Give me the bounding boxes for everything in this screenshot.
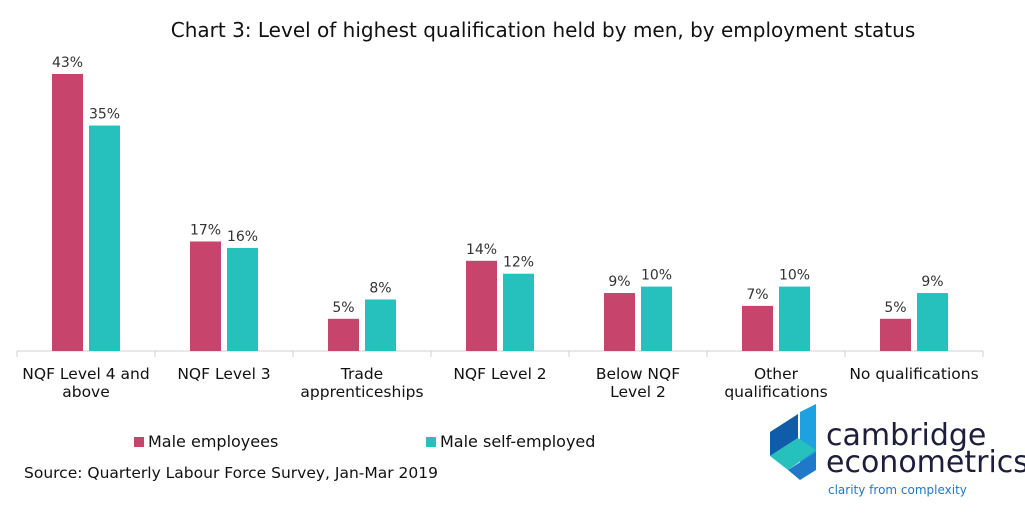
bar xyxy=(52,74,83,351)
company-logo: cambridge econometrics clarity from comp… xyxy=(770,404,1025,497)
data-label: 16% xyxy=(227,229,258,245)
category-label: above xyxy=(62,383,110,401)
bar xyxy=(466,260,497,351)
bar xyxy=(917,293,948,351)
data-label: 43% xyxy=(52,55,83,71)
legend-label: Male self-employed xyxy=(440,432,595,451)
bar xyxy=(328,318,359,351)
bar xyxy=(190,241,221,351)
category-label: apprenticeships xyxy=(300,383,423,401)
bar xyxy=(880,318,911,351)
data-label: 35% xyxy=(89,107,120,123)
data-label: 7% xyxy=(746,287,768,303)
bar xyxy=(365,299,396,351)
bar xyxy=(779,286,810,351)
logo-name-line2: econometrics xyxy=(826,445,1025,480)
bar xyxy=(227,247,258,351)
category-label: Other xyxy=(754,365,799,383)
data-label: 5% xyxy=(884,300,906,316)
data-label: 9% xyxy=(921,274,943,290)
bar xyxy=(742,305,773,351)
data-label: 9% xyxy=(608,274,630,290)
data-label: 17% xyxy=(190,222,221,238)
data-label: 14% xyxy=(466,242,497,258)
bar xyxy=(89,125,120,351)
data-label: 5% xyxy=(332,300,354,316)
logo-tagline: clarity from complexity xyxy=(828,483,967,497)
legend-swatch xyxy=(134,437,144,447)
logo-name-line1: cambridge xyxy=(826,418,986,453)
category-label: NQF Level 4 and xyxy=(22,365,149,383)
category-label: qualifications xyxy=(724,383,827,401)
data-label: 12% xyxy=(503,255,534,271)
data-label: 10% xyxy=(779,268,810,284)
category-label: Level 2 xyxy=(610,383,666,401)
source-note: Source: Quarterly Labour Force Survey, J… xyxy=(24,464,438,482)
category-label: NQF Level 2 xyxy=(453,365,546,383)
category-label: No qualifications xyxy=(849,365,978,383)
category-label: NQF Level 3 xyxy=(177,365,270,383)
data-label: 8% xyxy=(369,280,391,296)
bar xyxy=(604,293,635,351)
legend-label: Male employees xyxy=(148,432,278,451)
legend: Male employees Male self-employed xyxy=(134,432,595,451)
bar xyxy=(641,286,672,351)
category-label: Below NQF xyxy=(596,365,680,383)
legend-swatch xyxy=(426,437,436,447)
bar xyxy=(503,273,534,351)
logo-mark xyxy=(770,404,816,480)
category-label: Trade xyxy=(340,365,383,383)
data-label: 10% xyxy=(641,268,672,284)
chart-title: Chart 3: Level of highest qualification … xyxy=(171,18,915,42)
